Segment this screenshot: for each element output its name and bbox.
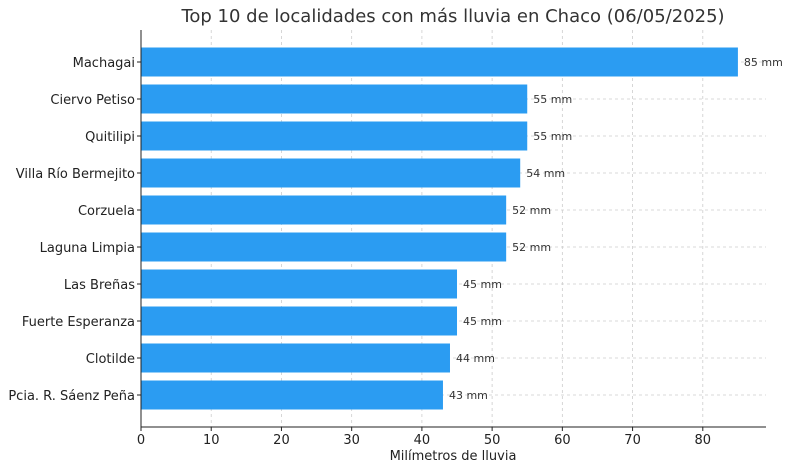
bar-machagai — [141, 47, 738, 77]
x-tick-label: 60 — [554, 433, 571, 448]
category-label: Machagai — [73, 56, 135, 71]
category-label: Villa Río Bermejito — [16, 167, 135, 182]
data-label: 45 mm — [463, 278, 502, 291]
x-tick-label: 80 — [695, 433, 712, 448]
x-tick-label: 70 — [624, 433, 641, 448]
category-label: Ciervo Petiso — [50, 93, 135, 108]
category-label: Pcia. R. Sáenz Peña — [8, 389, 135, 404]
x-tick-labels: 0 10 20 30 40 50 60 70 80 — [137, 427, 711, 448]
category-label: Clotilde — [86, 352, 135, 367]
bar-quitilipi — [141, 121, 528, 151]
bars-layer — [141, 47, 738, 410]
category-labels: Machagai Ciervo Petiso Quitilipi Villa Río … — [8, 56, 141, 404]
data-label: 54 mm — [526, 167, 565, 180]
data-label: 85 mm — [744, 56, 783, 69]
bar-corzuela — [141, 195, 507, 225]
x-tick-label: 0 — [137, 433, 145, 448]
data-label: 52 mm — [512, 241, 551, 254]
x-tick-label: 10 — [203, 433, 220, 448]
bar-laguna-limpia — [141, 232, 507, 262]
x-tick-label: 50 — [484, 433, 501, 448]
data-label: 55 mm — [533, 93, 572, 106]
bar-clotilde — [141, 343, 450, 373]
category-label: Fuerte Esperanza — [22, 315, 135, 330]
data-label: 44 mm — [456, 352, 495, 365]
x-tick-label: 40 — [414, 433, 431, 448]
x-axis-label: Milímetros de lluvia — [390, 449, 517, 464]
x-tick-label: 30 — [343, 433, 360, 448]
category-label: Quitilipi — [85, 130, 135, 145]
category-label: Corzuela — [78, 204, 135, 219]
x-tick-label: 20 — [273, 433, 290, 448]
bar-las-bre-as — [141, 269, 458, 299]
bar-ciervo-petiso — [141, 84, 528, 114]
chart-title: Top 10 de localidades con más lluvia en … — [180, 6, 724, 27]
data-label: 45 mm — [463, 315, 502, 328]
data-label: 55 mm — [533, 130, 572, 143]
data-label: 52 mm — [512, 204, 551, 217]
category-label: Laguna Limpia — [40, 241, 135, 256]
category-label: Las Breñas — [64, 278, 135, 293]
bar-pcia-r-s-enz-pe-a — [141, 380, 443, 410]
bar-fuerte-esperanza — [141, 306, 458, 336]
bar-villa-r-o-bermejito — [141, 158, 521, 188]
data-label: 43 mm — [449, 389, 488, 402]
data-labels: 85 mm 55 mm 55 mm 54 mm 52 mm 52 mm 45 mm 45 mm… — [449, 56, 783, 402]
